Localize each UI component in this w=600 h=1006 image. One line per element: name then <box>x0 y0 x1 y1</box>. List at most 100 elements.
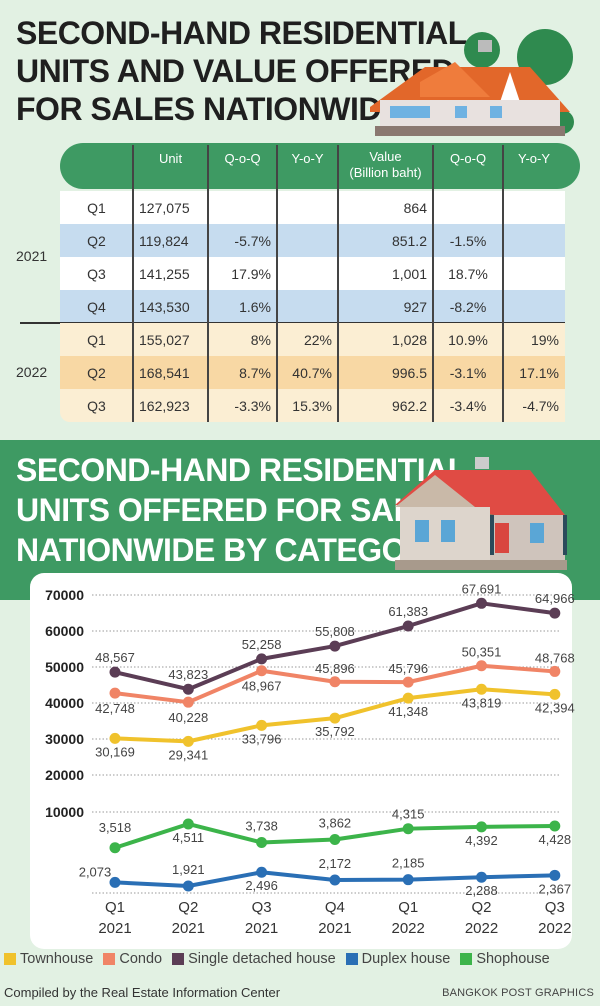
data-label: 43,823 <box>168 667 208 682</box>
title-line: UNITS AND VALUE OFFERED <box>16 53 455 89</box>
data-label: 4,392 <box>465 833 498 848</box>
table-cell: 996.5 <box>391 364 427 381</box>
title-line: SECOND-HAND RESIDENTIAL <box>16 452 467 488</box>
x-tick-label: Q4 <box>325 899 345 916</box>
table-cell: 18.7% <box>448 265 488 282</box>
table-cell: 119,824 <box>139 232 189 249</box>
data-label: 4,428 <box>539 832 572 847</box>
data-label: 45,896 <box>315 661 355 676</box>
column-divider <box>502 145 504 422</box>
x-tick-label: Q2 <box>471 899 491 916</box>
x-tick-label: Q1 <box>398 899 418 916</box>
quarter-cell: Q3 <box>87 397 106 414</box>
data-label: 45,796 <box>388 661 428 676</box>
data-point <box>476 821 487 833</box>
data-point <box>109 732 121 744</box>
table-cell: 162,923 <box>139 397 190 414</box>
data-point <box>476 597 487 609</box>
table-cell: 155,027 <box>139 331 190 348</box>
data-point <box>182 683 194 695</box>
title-line: NATIONWIDE BY CATEGORY <box>16 532 449 568</box>
data-point <box>402 620 414 632</box>
table-cell: -1.5% <box>449 232 487 249</box>
table-cell: 22% <box>303 331 332 348</box>
x-tick-label: 2021 <box>245 920 278 937</box>
table-cell: 168,541 <box>139 364 190 381</box>
table-cell: -8.2% <box>449 298 487 315</box>
x-tick-label: 2022 <box>465 920 498 937</box>
data-label: 2,185 <box>392 856 425 871</box>
x-tick-label: Q1 <box>105 899 125 916</box>
data-label: 55,808 <box>315 624 355 639</box>
y-tick-label: 70000 <box>45 587 84 603</box>
data-label: 29,341 <box>168 747 208 762</box>
data-point <box>256 837 268 849</box>
column-divider <box>207 145 209 422</box>
table-cell: 1.6% <box>239 298 271 315</box>
y-tick-label: 60000 <box>45 623 84 639</box>
x-tick-label: Q3 <box>545 899 565 916</box>
table-cell: 127,075 <box>139 199 190 216</box>
data-point <box>476 660 487 672</box>
y-tick-label: 30000 <box>45 731 84 747</box>
data-label: 2,288 <box>465 883 498 898</box>
data-point <box>256 866 268 878</box>
x-tick-label: Q3 <box>252 899 272 916</box>
data-point <box>402 823 414 835</box>
house-illustration-icon <box>370 29 574 136</box>
table-cell: 851.2 <box>391 232 427 249</box>
data-label: 52,258 <box>242 637 282 652</box>
legend-item-townhouse: Townhouse <box>4 951 93 967</box>
data-point <box>402 874 414 886</box>
table-cell: 40.7% <box>292 364 332 381</box>
legend-label: Townhouse <box>20 951 94 967</box>
table-title: SECOND-HAND RESIDENTIAL UNITS AND VALUE … <box>16 14 467 128</box>
table-row: Q1 155,027 8% 22% 1,028 10.9% 19% <box>60 323 565 356</box>
data-label: 33,796 <box>242 731 282 746</box>
data-label: 67,691 <box>462 581 502 596</box>
legend-item-single-detached-house: Single detached house <box>172 951 336 967</box>
data-point <box>402 676 414 688</box>
x-tick-label: 2022 <box>538 920 571 937</box>
table-cell: 8% <box>250 331 271 348</box>
table-cell: 15.3% <box>292 397 332 414</box>
legend-label: Condo <box>119 951 163 967</box>
data-point <box>109 666 121 678</box>
legend-swatch <box>345 953 358 965</box>
data-label: 41,348 <box>388 704 428 719</box>
table-row: Q3 162,923 -3.3% 15.3% 962.2 -3.4% -4.7% <box>60 389 565 422</box>
data-label: 2,172 <box>319 856 352 871</box>
data-point <box>329 874 341 886</box>
data-label: 3,862 <box>319 816 352 831</box>
data-label: 40,228 <box>168 710 208 725</box>
source-note: Compiled by the Real Estate Information … <box>4 985 281 1000</box>
quarter-cell: Q1 <box>87 199 106 216</box>
data-label: 50,351 <box>462 645 502 660</box>
y-tick-label: 10000 <box>45 804 84 820</box>
column-divider <box>276 145 278 422</box>
column-header: Y-o-Y <box>291 151 324 166</box>
table-row: Q2 119,824 -5.7% 851.2 -1.5% <box>60 224 565 257</box>
data-label: 43,819 <box>462 695 502 710</box>
quarter-cell: Q4 <box>87 298 106 315</box>
table-cell: -3.4% <box>449 397 487 414</box>
table-cell: 962.2 <box>391 397 427 414</box>
quarter-cell: Q3 <box>87 265 106 282</box>
data-label: 48,567 <box>95 650 135 665</box>
data-label: 30,169 <box>95 744 135 759</box>
data-point <box>549 607 561 619</box>
x-tick-label: 2022 <box>392 920 425 937</box>
column-divider <box>132 145 134 422</box>
column-divider <box>337 145 339 422</box>
legend-label: Duplex house <box>361 951 451 967</box>
legend-swatch <box>103 953 116 965</box>
chart-title: SECOND-HAND RESIDENTIAL UNITS OFFERED FO… <box>16 450 467 570</box>
table-cell: 864 <box>403 199 427 216</box>
data-point <box>256 719 268 731</box>
data-label: 48,768 <box>535 650 575 665</box>
data-point <box>476 871 487 883</box>
table-cell: 141,255 <box>139 265 190 282</box>
data-point <box>329 834 341 846</box>
data-point <box>549 869 561 881</box>
table-cell: -4.7% <box>522 397 559 414</box>
